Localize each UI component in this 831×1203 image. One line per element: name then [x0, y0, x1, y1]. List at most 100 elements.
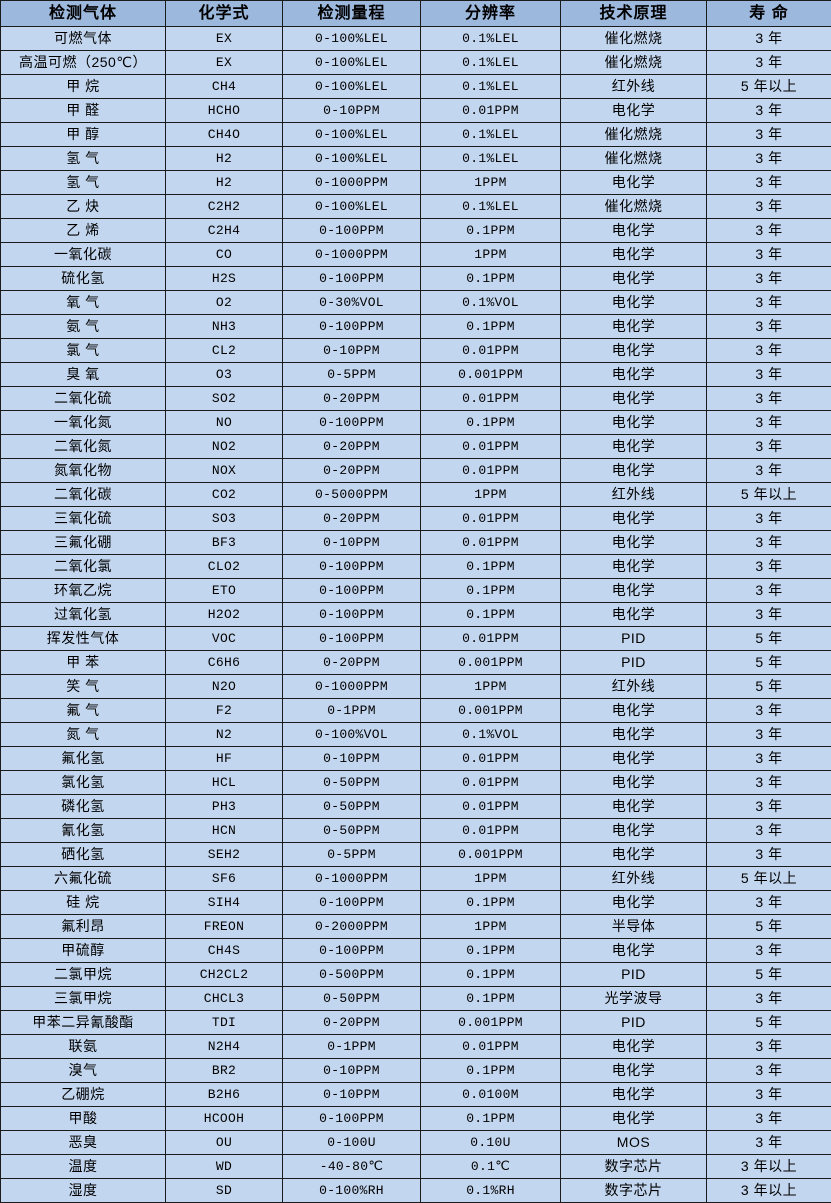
cell-range: 0-100PPM — [283, 627, 421, 651]
cell-formula: CH4S — [166, 939, 283, 963]
cell-formula: NH3 — [166, 315, 283, 339]
cell-gas: 甲酸 — [1, 1107, 166, 1131]
cell-resolution: 0.01PPM — [421, 435, 561, 459]
cell-life: 5 年 — [707, 651, 831, 675]
cell-principle: 电化学 — [561, 771, 707, 795]
cell-formula: H2O2 — [166, 603, 283, 627]
cell-resolution: 0.01PPM — [421, 1035, 561, 1059]
cell-resolution: 0.01PPM — [421, 387, 561, 411]
cell-gas: 氯化氢 — [1, 771, 166, 795]
cell-gas: 甲 苯 — [1, 651, 166, 675]
cell-formula: FREON — [166, 915, 283, 939]
cell-life: 3 年 — [707, 1059, 831, 1083]
cell-range: 0-100%LEL — [283, 195, 421, 219]
cell-resolution: 0.1%VOL — [421, 723, 561, 747]
cell-life: 5 年 — [707, 675, 831, 699]
cell-life: 3 年 — [707, 291, 831, 315]
cell-principle: 电化学 — [561, 243, 707, 267]
cell-formula: CHCL3 — [166, 987, 283, 1011]
cell-gas: 联氨 — [1, 1035, 166, 1059]
cell-range: 0-2000PPM — [283, 915, 421, 939]
cell-formula: C2H4 — [166, 219, 283, 243]
cell-formula: SIH4 — [166, 891, 283, 915]
cell-gas: 溴气 — [1, 1059, 166, 1083]
cell-life: 3 年 — [707, 1035, 831, 1059]
cell-principle: 电化学 — [561, 219, 707, 243]
cell-range: 0-5PPM — [283, 363, 421, 387]
cell-range: 0-10PPM — [283, 99, 421, 123]
cell-life: 3 年 — [707, 723, 831, 747]
cell-principle: 电化学 — [561, 531, 707, 555]
cell-principle: PID — [561, 627, 707, 651]
cell-range: 0-10PPM — [283, 339, 421, 363]
column-header-gas: 检测气体 — [1, 1, 166, 27]
cell-gas: 硅 烷 — [1, 891, 166, 915]
cell-range: 0-5000PPM — [283, 483, 421, 507]
cell-formula: OU — [166, 1131, 283, 1155]
cell-life: 3 年 — [707, 747, 831, 771]
cell-life: 3 年 — [707, 195, 831, 219]
cell-range: 0-100PPM — [283, 891, 421, 915]
cell-formula: HCHO — [166, 99, 283, 123]
cell-gas: 二氧化氯 — [1, 555, 166, 579]
cell-gas: 三氯甲烷 — [1, 987, 166, 1011]
cell-formula: H2 — [166, 147, 283, 171]
cell-range: 0-1PPM — [283, 1035, 421, 1059]
cell-resolution: 1PPM — [421, 867, 561, 891]
cell-life: 5 年以上 — [707, 483, 831, 507]
cell-range: 0-100PPM — [283, 939, 421, 963]
cell-life: 3 年 — [707, 891, 831, 915]
cell-gas: 乙 炔 — [1, 195, 166, 219]
cell-principle: 催化燃烧 — [561, 123, 707, 147]
cell-gas: 三氟化硼 — [1, 531, 166, 555]
cell-gas: 可燃气体 — [1, 27, 166, 51]
cell-formula: F2 — [166, 699, 283, 723]
cell-range: 0-10PPM — [283, 747, 421, 771]
cell-life: 3 年 — [707, 99, 831, 123]
cell-gas: 臭 氧 — [1, 363, 166, 387]
cell-resolution: 0.1PPM — [421, 963, 561, 987]
cell-gas: 氟化氢 — [1, 747, 166, 771]
cell-resolution: 0.1%LEL — [421, 195, 561, 219]
cell-principle: 电化学 — [561, 1035, 707, 1059]
cell-gas: 二氯甲烷 — [1, 963, 166, 987]
cell-principle: 红外线 — [561, 675, 707, 699]
cell-formula: N2 — [166, 723, 283, 747]
cell-resolution: 0.1%LEL — [421, 27, 561, 51]
cell-resolution: 0.1PPM — [421, 219, 561, 243]
cell-principle: 催化燃烧 — [561, 51, 707, 75]
cell-gas: 过氧化氢 — [1, 603, 166, 627]
cell-resolution: 0.001PPM — [421, 651, 561, 675]
cell-range: 0-10PPM — [283, 531, 421, 555]
cell-range: 0-100%LEL — [283, 27, 421, 51]
cell-life: 3 年以上 — [707, 1155, 831, 1179]
cell-principle: 光学波导 — [561, 987, 707, 1011]
cell-resolution: 1PPM — [421, 675, 561, 699]
cell-life: 5 年以上 — [707, 867, 831, 891]
cell-formula: SO3 — [166, 507, 283, 531]
cell-formula: BF3 — [166, 531, 283, 555]
cell-gas: 甲 醇 — [1, 123, 166, 147]
cell-resolution: 1PPM — [421, 483, 561, 507]
cell-life: 3 年 — [707, 1083, 831, 1107]
cell-principle: 电化学 — [561, 699, 707, 723]
cell-resolution: 0.1PPM — [421, 891, 561, 915]
cell-gas: 甲苯二异氰酸酯 — [1, 1011, 166, 1035]
cell-gas: 湿度 — [1, 1179, 166, 1203]
cell-resolution: 0.1%LEL — [421, 75, 561, 99]
cell-range: 0-100PPM — [283, 315, 421, 339]
